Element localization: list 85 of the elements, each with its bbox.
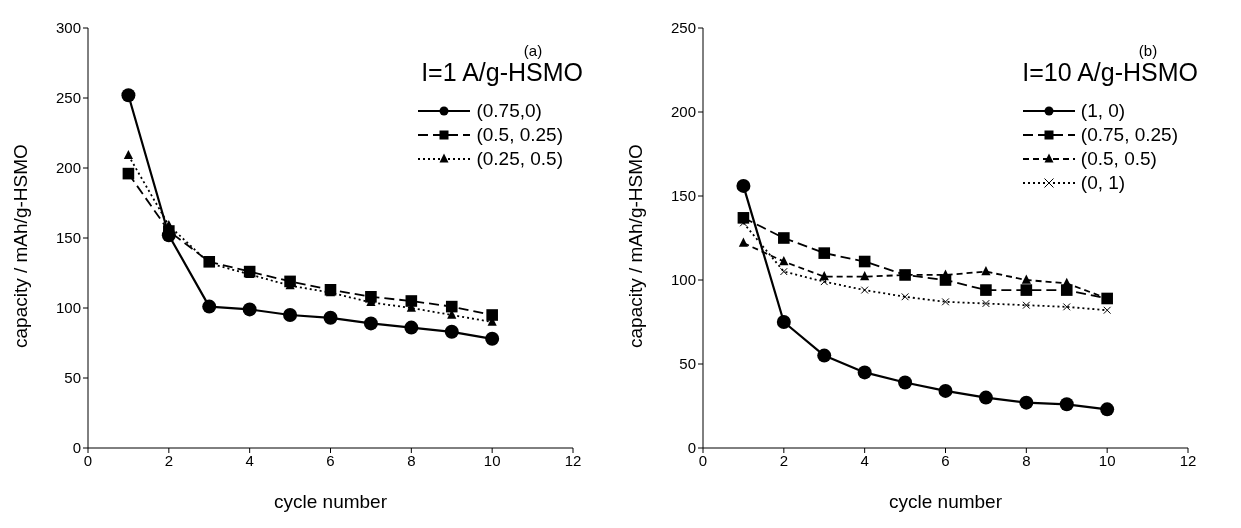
point: [445, 300, 458, 313]
y-tick-label: 200: [670, 103, 696, 121]
point: [779, 256, 789, 266]
y-tick-label: 100: [670, 271, 696, 289]
point: [121, 88, 136, 103]
x-tick-label: 6: [941, 451, 950, 469]
x-tick-label: 4: [245, 451, 254, 469]
y-tick-label: 200: [55, 159, 81, 177]
x-axis-title: cycle number: [889, 491, 1003, 512]
point: [820, 277, 829, 286]
x-tick-label: 12: [564, 451, 582, 469]
x-tick-label: 10: [483, 451, 501, 469]
point: [982, 299, 990, 308]
legend-label: (1, 0): [1080, 99, 1126, 123]
legend-label: (0.5, 0.5): [1080, 147, 1157, 171]
point: [283, 308, 298, 322]
point: [980, 284, 992, 296]
y-tick-label: 300: [55, 19, 81, 37]
x-tick-label: 2: [164, 451, 174, 469]
x-tick-label: 2: [779, 451, 789, 469]
point: [817, 348, 832, 363]
point: [1021, 274, 1031, 284]
y-axis-title: capacity / mAh/g-HSMO: [9, 144, 31, 348]
point: [901, 292, 909, 301]
x-tick-label: 0: [83, 451, 93, 469]
x-tick-label: 10: [1098, 451, 1116, 469]
y-tick-label: 0: [687, 439, 696, 457]
x-tick-label: 4: [860, 451, 869, 469]
point: [444, 324, 459, 339]
legend-label: (0, 1): [1080, 171, 1126, 195]
point: [1100, 402, 1115, 417]
point: [776, 315, 791, 329]
legend-label: (0.25, 0.5): [476, 147, 563, 171]
point: [1103, 306, 1112, 315]
point: [363, 316, 378, 331]
point: [242, 302, 257, 317]
point: [818, 247, 831, 259]
point: [323, 310, 338, 325]
y-tick-label: 250: [670, 19, 696, 37]
x-axis-title: cycle number: [274, 491, 388, 512]
point: [123, 149, 134, 160]
point: [738, 237, 749, 247]
point: [122, 167, 135, 180]
legend-label: (0.5, 0.25): [476, 123, 563, 147]
legend-label: (0.75, 0.25): [1080, 123, 1178, 147]
x-tick-label: 8: [407, 451, 416, 469]
point: [1059, 397, 1074, 412]
point: [485, 331, 500, 346]
y-tick-label: 50: [679, 355, 696, 373]
y-tick-label: 50: [64, 369, 81, 387]
point: [486, 309, 498, 321]
point: [1062, 302, 1071, 311]
point: [779, 267, 788, 276]
legend-label: (0.75,0): [476, 99, 542, 123]
point: [404, 320, 419, 335]
x-tick-label: 12: [1179, 451, 1197, 469]
y-axis-title: capacity / mAh/g-HSMO: [624, 144, 646, 348]
y-tick-label: 0: [72, 439, 81, 457]
point: [1022, 301, 1031, 310]
point: [981, 266, 991, 276]
x-tick-label: 0: [698, 451, 708, 469]
point: [1019, 395, 1034, 410]
point: [857, 365, 872, 380]
y-tick-label: 150: [55, 229, 81, 247]
x-tick-label: 8: [1022, 451, 1031, 469]
legend-title: I=1 A/g-HSMO: [421, 58, 583, 87]
y-tick-label: 100: [55, 299, 81, 317]
legend-title: I=10 A/g-HSMO: [1022, 58, 1198, 87]
point: [405, 295, 418, 307]
point: [860, 271, 870, 281]
point: [978, 390, 993, 405]
point: [898, 375, 913, 390]
x-tick-label: 6: [326, 451, 335, 469]
annotation: (a): [523, 42, 543, 59]
point: [1020, 284, 1033, 296]
point: [736, 178, 751, 193]
point: [202, 299, 217, 314]
point: [938, 383, 953, 398]
point: [858, 255, 871, 268]
point: [778, 232, 790, 244]
y-tick-label: 250: [55, 89, 81, 107]
y-tick-label: 150: [670, 187, 696, 205]
point: [941, 297, 950, 306]
annotation: (b): [1138, 42, 1158, 59]
point: [860, 286, 869, 294]
